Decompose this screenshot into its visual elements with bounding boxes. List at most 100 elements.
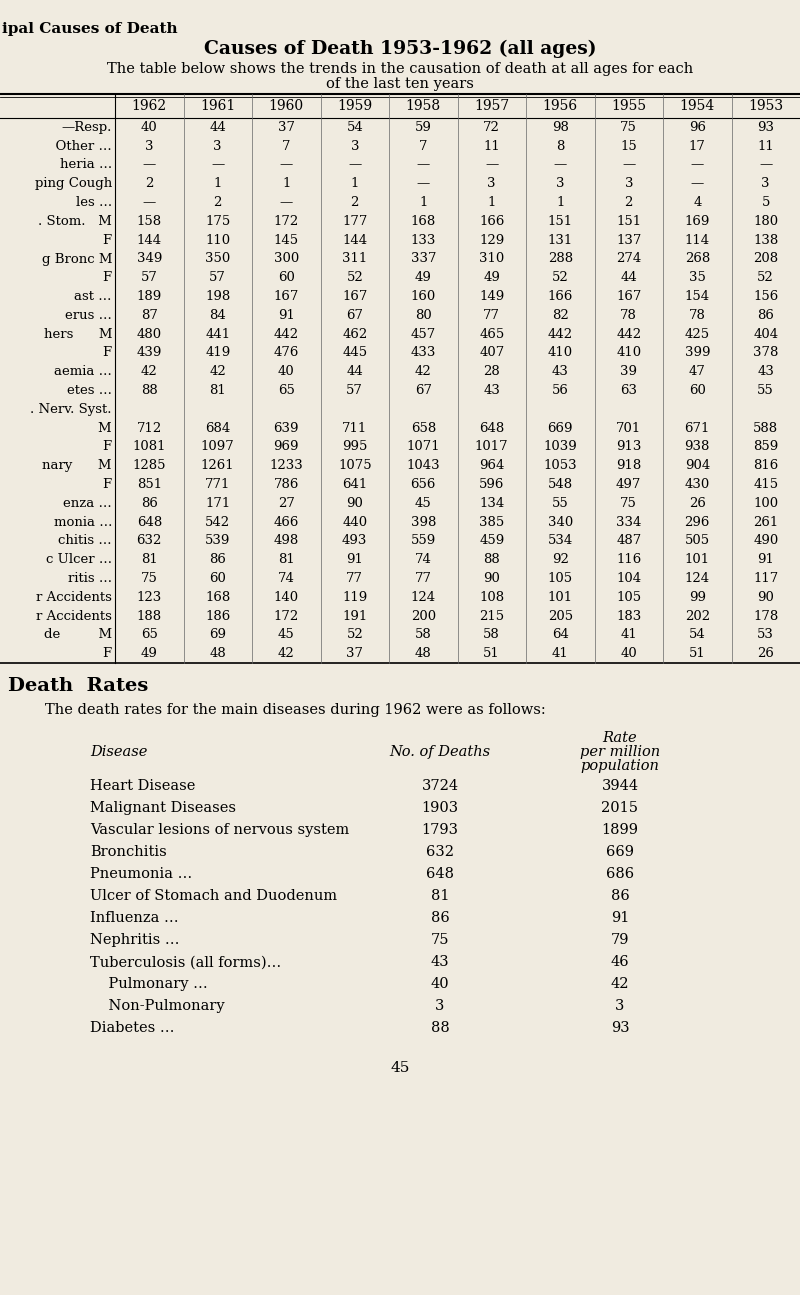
- Text: 90: 90: [758, 591, 774, 603]
- Text: 167: 167: [274, 290, 299, 303]
- Text: 274: 274: [616, 253, 642, 265]
- Text: 1: 1: [282, 177, 290, 190]
- Text: Vascular lesions of nervous system: Vascular lesions of nervous system: [90, 824, 350, 837]
- Text: 78: 78: [620, 310, 637, 322]
- Text: —: —: [622, 158, 635, 171]
- Text: 2: 2: [214, 196, 222, 208]
- Text: —: —: [759, 158, 772, 171]
- Text: 40: 40: [430, 978, 450, 991]
- Text: 42: 42: [141, 365, 158, 378]
- Text: 588: 588: [753, 422, 778, 435]
- Text: 497: 497: [616, 478, 642, 491]
- Text: 671: 671: [685, 422, 710, 435]
- Text: 1954: 1954: [680, 98, 715, 113]
- Text: 639: 639: [274, 422, 299, 435]
- Text: etes …: etes …: [67, 385, 112, 398]
- Text: 445: 445: [342, 347, 367, 360]
- Text: 91: 91: [346, 553, 363, 566]
- Text: 92: 92: [552, 553, 569, 566]
- Text: 81: 81: [278, 553, 294, 566]
- Text: —: —: [417, 158, 430, 171]
- Text: Ulcer of Stomach and Duodenum: Ulcer of Stomach and Duodenum: [90, 890, 337, 903]
- Text: 129: 129: [479, 233, 504, 247]
- Text: —: —: [211, 158, 224, 171]
- Text: 648: 648: [479, 422, 504, 435]
- Text: 2: 2: [145, 177, 154, 190]
- Text: Rate: Rate: [602, 732, 638, 745]
- Text: 101: 101: [548, 591, 573, 603]
- Text: 183: 183: [616, 610, 642, 623]
- Text: 67: 67: [414, 385, 432, 398]
- Text: —Resp.: —Resp.: [62, 120, 112, 133]
- Text: 40: 40: [141, 120, 158, 133]
- Text: 8: 8: [556, 140, 565, 153]
- Text: 191: 191: [342, 610, 367, 623]
- Text: 1261: 1261: [201, 460, 234, 473]
- Text: nary      M: nary M: [42, 460, 112, 473]
- Text: 160: 160: [410, 290, 436, 303]
- Text: of the last ten years: of the last ten years: [326, 76, 474, 91]
- Text: aemia …: aemia …: [54, 365, 112, 378]
- Text: 1017: 1017: [475, 440, 509, 453]
- Text: 116: 116: [616, 553, 642, 566]
- Text: 77: 77: [414, 572, 432, 585]
- Text: 144: 144: [342, 233, 367, 247]
- Text: 938: 938: [685, 440, 710, 453]
- Text: 82: 82: [552, 310, 569, 322]
- Text: 177: 177: [342, 215, 367, 228]
- Text: 57: 57: [141, 271, 158, 285]
- Text: 4: 4: [693, 196, 702, 208]
- Text: 648: 648: [137, 515, 162, 528]
- Text: 918: 918: [616, 460, 642, 473]
- Text: 133: 133: [410, 233, 436, 247]
- Text: 26: 26: [689, 497, 706, 510]
- Text: 51: 51: [689, 648, 706, 660]
- Text: 60: 60: [210, 572, 226, 585]
- Text: No. of Deaths: No. of Deaths: [390, 745, 490, 759]
- Text: 81: 81: [141, 553, 158, 566]
- Text: 425: 425: [685, 328, 710, 341]
- Text: 110: 110: [205, 233, 230, 247]
- Text: r Accidents: r Accidents: [36, 591, 112, 603]
- Text: 168: 168: [205, 591, 230, 603]
- Text: 349: 349: [137, 253, 162, 265]
- Text: 57: 57: [346, 385, 363, 398]
- Text: 88: 88: [141, 385, 158, 398]
- Text: 167: 167: [342, 290, 367, 303]
- Text: 686: 686: [606, 868, 634, 881]
- Text: 104: 104: [616, 572, 642, 585]
- Text: 465: 465: [479, 328, 504, 341]
- Text: 442: 442: [548, 328, 573, 341]
- Text: 202: 202: [685, 610, 710, 623]
- Text: 40: 40: [620, 648, 637, 660]
- Text: 1957: 1957: [474, 98, 510, 113]
- Text: 851: 851: [137, 478, 162, 491]
- Text: Other …: Other …: [47, 140, 112, 153]
- Text: 2: 2: [625, 196, 633, 208]
- Text: 3: 3: [214, 140, 222, 153]
- Text: F: F: [52, 347, 112, 360]
- Text: 108: 108: [479, 591, 504, 603]
- Text: 442: 442: [616, 328, 642, 341]
- Text: 1097: 1097: [201, 440, 234, 453]
- Text: 261: 261: [753, 515, 778, 528]
- Text: 86: 86: [141, 497, 158, 510]
- Text: 1960: 1960: [269, 98, 304, 113]
- Text: 188: 188: [137, 610, 162, 623]
- Text: 43: 43: [430, 956, 450, 969]
- Text: 3: 3: [615, 1000, 625, 1013]
- Text: 2015: 2015: [602, 802, 638, 815]
- Text: 410: 410: [616, 347, 642, 360]
- Text: 669: 669: [547, 422, 573, 435]
- Text: 51: 51: [483, 648, 500, 660]
- Text: 55: 55: [758, 385, 774, 398]
- Text: 75: 75: [430, 934, 450, 947]
- Text: 27: 27: [278, 497, 294, 510]
- Text: 79: 79: [610, 934, 630, 947]
- Text: 167: 167: [616, 290, 642, 303]
- Text: 172: 172: [274, 215, 299, 228]
- Text: 42: 42: [278, 648, 294, 660]
- Text: 7: 7: [419, 140, 427, 153]
- Text: 49: 49: [415, 271, 432, 285]
- Text: 337: 337: [410, 253, 436, 265]
